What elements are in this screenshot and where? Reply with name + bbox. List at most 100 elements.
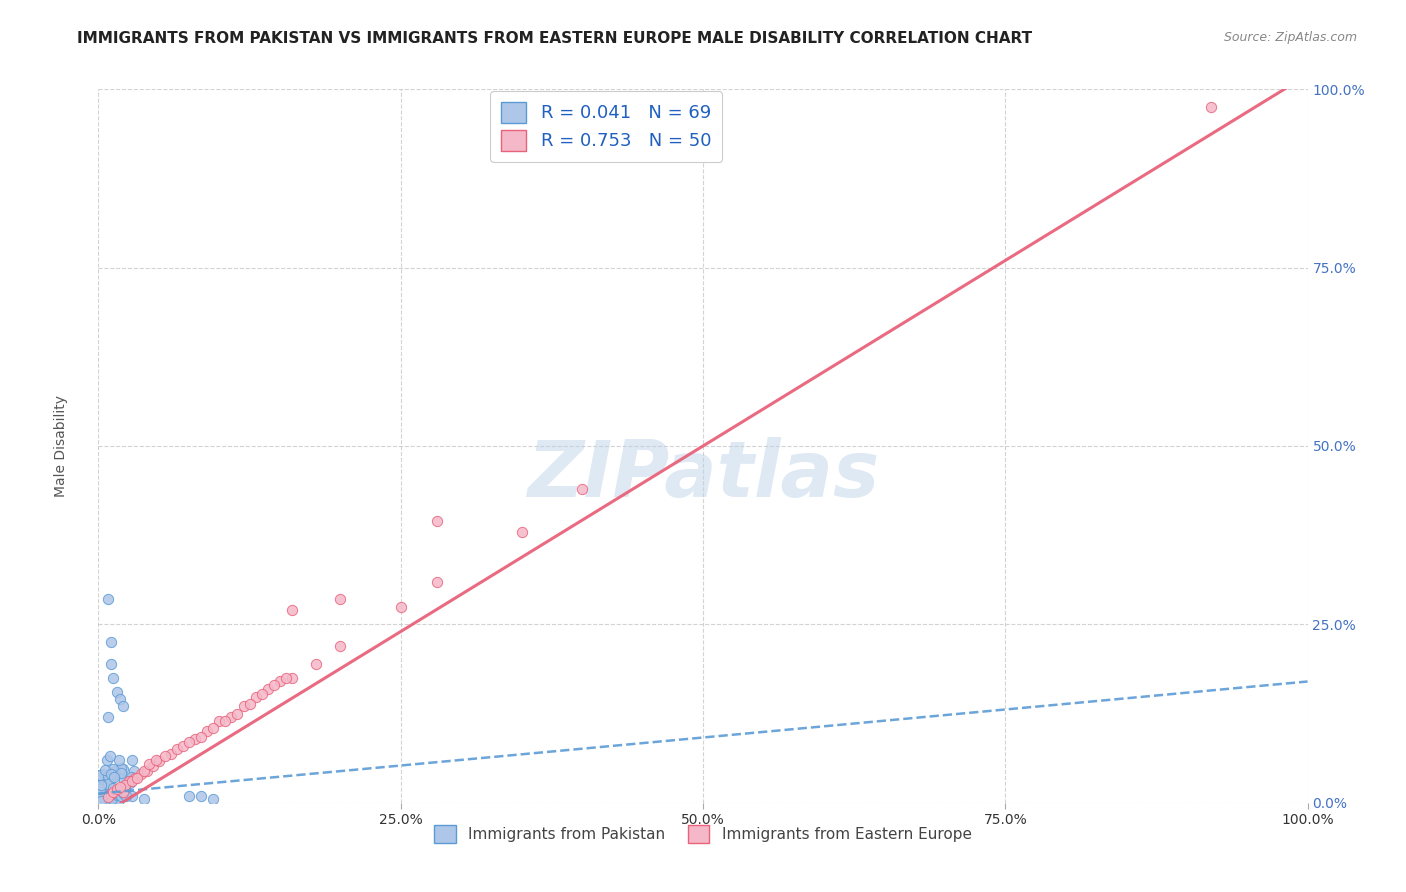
Point bbox=[89, 768, 111, 782]
Point bbox=[134, 764, 156, 778]
Point bbox=[239, 698, 262, 712]
Point bbox=[105, 784, 128, 798]
Point bbox=[329, 592, 352, 607]
Point bbox=[97, 777, 120, 791]
Point bbox=[105, 788, 128, 802]
Point bbox=[98, 775, 121, 789]
Point bbox=[124, 771, 146, 785]
Point bbox=[202, 792, 225, 806]
Point bbox=[190, 789, 212, 803]
Point bbox=[172, 739, 194, 753]
Point bbox=[93, 764, 115, 778]
Point bbox=[190, 730, 212, 744]
Point bbox=[179, 789, 201, 803]
Legend: Immigrants from Pakistan, Immigrants from Eastern Europe: Immigrants from Pakistan, Immigrants fro… bbox=[429, 819, 977, 848]
Point bbox=[510, 524, 533, 539]
Point bbox=[114, 782, 136, 797]
Point bbox=[214, 714, 236, 728]
Point bbox=[426, 514, 449, 528]
Point bbox=[269, 674, 291, 689]
Point bbox=[89, 785, 111, 799]
Point bbox=[127, 771, 149, 785]
Point bbox=[160, 747, 183, 762]
Point bbox=[103, 770, 125, 784]
Point bbox=[97, 794, 120, 808]
Point bbox=[132, 792, 155, 806]
Point bbox=[101, 762, 124, 776]
Point bbox=[135, 764, 157, 778]
Point bbox=[245, 690, 267, 705]
Point bbox=[120, 776, 142, 790]
Point bbox=[129, 767, 152, 781]
Point bbox=[153, 749, 176, 764]
Point bbox=[226, 706, 249, 721]
Point bbox=[91, 767, 114, 781]
Point bbox=[105, 781, 128, 796]
Point bbox=[100, 787, 122, 801]
Point bbox=[114, 778, 136, 792]
Point bbox=[202, 721, 225, 735]
Point bbox=[184, 731, 207, 746]
Point bbox=[305, 657, 328, 671]
Point bbox=[93, 775, 115, 789]
Point bbox=[221, 710, 243, 724]
Point bbox=[195, 724, 218, 739]
Point bbox=[108, 780, 131, 794]
Point bbox=[121, 774, 143, 789]
Point bbox=[96, 771, 118, 785]
Point bbox=[250, 687, 273, 701]
Point bbox=[107, 795, 129, 809]
Point bbox=[274, 671, 297, 685]
Point bbox=[90, 778, 112, 792]
Point bbox=[100, 657, 122, 671]
Point bbox=[90, 789, 112, 804]
Point bbox=[97, 790, 120, 805]
Point bbox=[89, 767, 111, 781]
Point bbox=[107, 787, 129, 801]
Point bbox=[179, 735, 201, 749]
Point bbox=[110, 789, 132, 803]
Point bbox=[1199, 100, 1222, 114]
Point bbox=[98, 780, 121, 795]
Point bbox=[426, 574, 449, 589]
Point bbox=[112, 762, 135, 776]
Point bbox=[98, 748, 121, 763]
Point bbox=[90, 788, 112, 802]
Point bbox=[110, 760, 132, 774]
Point bbox=[100, 635, 122, 649]
Text: ZIPatlas: ZIPatlas bbox=[527, 436, 879, 513]
Point bbox=[97, 772, 120, 787]
Point bbox=[110, 766, 132, 780]
Point bbox=[121, 754, 143, 768]
Point bbox=[142, 758, 165, 772]
Point bbox=[389, 599, 412, 614]
Point bbox=[98, 772, 121, 787]
Point bbox=[101, 785, 124, 799]
Point bbox=[112, 786, 135, 800]
Point bbox=[148, 755, 170, 769]
Point bbox=[111, 699, 134, 714]
Text: Source: ZipAtlas.com: Source: ZipAtlas.com bbox=[1223, 31, 1357, 45]
Point bbox=[122, 764, 145, 778]
Point bbox=[104, 766, 127, 780]
Point bbox=[111, 785, 134, 799]
Point bbox=[145, 753, 167, 767]
Point bbox=[263, 678, 285, 692]
Point bbox=[108, 753, 131, 767]
Point bbox=[89, 782, 111, 797]
Point bbox=[97, 769, 120, 783]
Point bbox=[281, 603, 304, 617]
Point bbox=[112, 772, 135, 787]
Point bbox=[329, 639, 352, 653]
Point bbox=[121, 770, 143, 784]
Point bbox=[256, 681, 278, 696]
Point bbox=[120, 773, 142, 788]
Point bbox=[120, 770, 142, 784]
Point bbox=[97, 710, 120, 724]
Point bbox=[166, 742, 188, 756]
Point bbox=[101, 791, 124, 805]
Point bbox=[97, 783, 120, 797]
Point bbox=[114, 776, 136, 790]
Point bbox=[96, 770, 118, 784]
Point bbox=[103, 768, 125, 782]
